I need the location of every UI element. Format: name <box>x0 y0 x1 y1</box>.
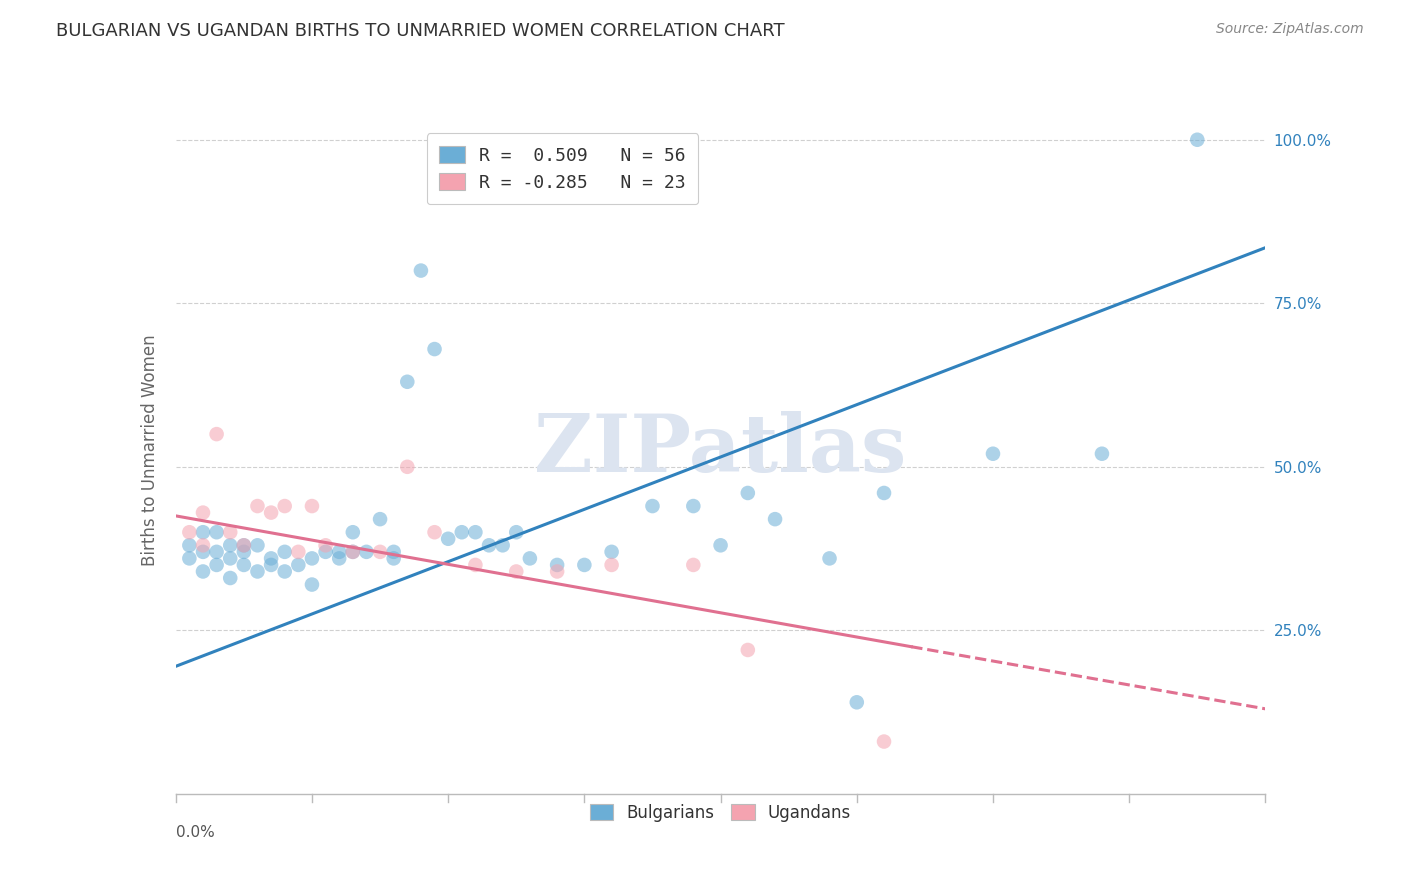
Point <box>205 545 228 559</box>
Point <box>682 558 704 572</box>
Point <box>246 565 269 579</box>
Point <box>219 525 242 540</box>
Point <box>301 551 323 566</box>
Text: ZIPatlas: ZIPatlas <box>534 411 907 490</box>
Y-axis label: Births to Unmarried Women: Births to Unmarried Women <box>141 334 159 566</box>
Point <box>464 558 486 572</box>
Point <box>1091 447 1114 461</box>
Point <box>450 525 472 540</box>
Text: 0.0%: 0.0% <box>176 825 215 839</box>
Point <box>328 545 350 559</box>
Point <box>845 695 868 709</box>
Point <box>423 525 446 540</box>
Point <box>274 545 297 559</box>
Point <box>260 551 283 566</box>
Point <box>368 512 391 526</box>
Point <box>641 499 664 513</box>
Legend: Bulgarians, Ugandans: Bulgarians, Ugandans <box>578 792 863 834</box>
Point <box>600 545 623 559</box>
Point <box>396 459 419 474</box>
Point <box>356 545 378 559</box>
Point <box>342 545 364 559</box>
Point <box>191 545 214 559</box>
Point <box>574 558 596 572</box>
Point <box>519 551 541 566</box>
Point <box>464 525 486 540</box>
Point <box>287 558 309 572</box>
Point <box>368 545 391 559</box>
Point <box>1187 133 1209 147</box>
Text: Source: ZipAtlas.com: Source: ZipAtlas.com <box>1216 22 1364 37</box>
Point <box>232 545 254 559</box>
Point <box>274 565 297 579</box>
Point <box>600 558 623 572</box>
Point <box>191 538 214 552</box>
Point <box>382 551 405 566</box>
Point <box>219 538 242 552</box>
Point <box>287 545 309 559</box>
Point <box>232 538 254 552</box>
Point <box>205 427 228 442</box>
Point <box>191 506 214 520</box>
Point <box>219 571 242 585</box>
Point <box>219 551 242 566</box>
Point <box>546 558 568 572</box>
Point <box>301 577 323 591</box>
Point <box>342 525 364 540</box>
Point <box>737 486 759 500</box>
Point <box>246 538 269 552</box>
Point <box>232 558 254 572</box>
Point <box>274 499 297 513</box>
Point <box>179 525 201 540</box>
Text: BULGARIAN VS UGANDAN BIRTHS TO UNMARRIED WOMEN CORRELATION CHART: BULGARIAN VS UGANDAN BIRTHS TO UNMARRIED… <box>56 22 785 40</box>
Point <box>682 499 704 513</box>
Point <box>246 499 269 513</box>
Point <box>315 545 337 559</box>
Point <box>205 558 228 572</box>
Point <box>301 499 323 513</box>
Point <box>191 565 214 579</box>
Point <box>737 643 759 657</box>
Point <box>315 538 337 552</box>
Point <box>382 545 405 559</box>
Point <box>546 565 568 579</box>
Point <box>342 545 364 559</box>
Point <box>818 551 841 566</box>
Point <box>328 551 350 566</box>
Point <box>232 538 254 552</box>
Point <box>260 558 283 572</box>
Point <box>710 538 733 552</box>
Point <box>478 538 501 552</box>
Point <box>981 447 1004 461</box>
Point <box>423 342 446 356</box>
Point <box>505 565 527 579</box>
Point <box>437 532 460 546</box>
Point <box>179 551 201 566</box>
Point <box>179 538 201 552</box>
Point <box>260 506 283 520</box>
Point <box>873 734 896 748</box>
Point <box>409 263 432 277</box>
Point <box>492 538 515 552</box>
Point <box>505 525 527 540</box>
Point <box>763 512 786 526</box>
Point <box>396 375 419 389</box>
Point <box>873 486 896 500</box>
Point <box>191 525 214 540</box>
Point <box>205 525 228 540</box>
